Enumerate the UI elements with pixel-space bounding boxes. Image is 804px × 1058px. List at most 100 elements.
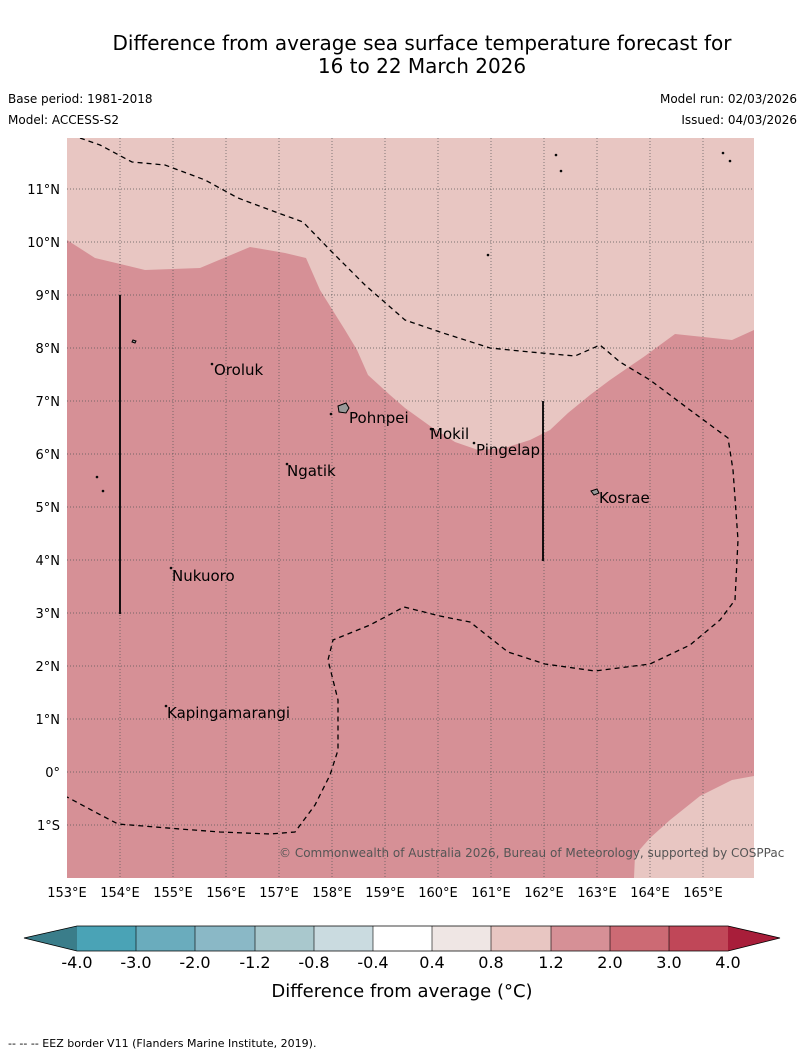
place-label: Ngatik	[287, 462, 336, 480]
lon-tick-label: 158°E	[312, 886, 352, 901]
lon-tick-label: 157°E	[259, 886, 299, 901]
colorbar-extend-low	[24, 926, 77, 951]
colorbar-tick-label: -2.0	[179, 953, 210, 972]
lon-tick-label: 156°E	[206, 886, 246, 901]
place-label: Oroluk	[214, 361, 263, 379]
colorbar-segment	[669, 926, 728, 951]
place-labels: Oroluk Pohnpei Mokil Pingelap Ngatik Kos…	[167, 361, 650, 722]
pohnpei-island-icon	[337, 402, 350, 414]
copyright-note: © Commonwealth of Australia 2026, Bureau…	[279, 846, 784, 860]
islet-icon	[721, 151, 725, 155]
lat-tick-label: 10°N	[27, 236, 60, 251]
lat-tick-label: 8°N	[36, 342, 61, 357]
lat-tick-label: 11°N	[27, 183, 60, 198]
colorbar-tick-labels: -4.0 -3.0 -2.0 -1.2 -0.8 -0.4 0.4 0.8 1.…	[61, 953, 740, 972]
place-label: Nukuoro	[172, 567, 235, 585]
model-run: Model run: 02/03/2026	[659, 92, 797, 106]
colorbar-segment	[610, 926, 669, 951]
colorbar-tick-label: 0.8	[478, 953, 503, 972]
chart-title: Difference from average sea surface temp…	[40, 32, 804, 78]
eez-footnote: -- -- -- EEZ border V11 (Flanders Marine…	[8, 1037, 316, 1050]
map-gridlines	[67, 138, 754, 878]
lat-tick-label: 2°N	[36, 660, 61, 675]
lon-tick-label: 159°E	[365, 886, 405, 901]
colorbar-tick-label: -4.0	[61, 953, 92, 972]
kosrae-island-icon	[590, 488, 600, 496]
kapinga-islet-icon	[164, 704, 168, 708]
lat-tick-label: 5°N	[36, 501, 61, 516]
colorbar-segment	[432, 926, 491, 951]
ant-islet-icon	[329, 412, 333, 416]
place-label: Kosrae	[599, 489, 650, 507]
lat-tick-label: 9°N	[36, 289, 61, 304]
colorbar-extend-high	[728, 926, 780, 951]
zone-0-8-to-1-2-southeast	[634, 776, 754, 878]
colorbar-tick-label: -0.8	[298, 953, 329, 972]
base-period: Base period: 1981-2018	[8, 92, 153, 106]
lat-tick-label: 1°S	[37, 819, 60, 834]
lat-tick-labels: 11°N 10°N 9°N 8°N 7°N 6°N 5°N 4°N 3°N 2°…	[27, 183, 60, 834]
lat-tick-label: 0°	[45, 766, 60, 781]
colorbar-segment	[255, 926, 314, 951]
place-label: Pingelap	[476, 441, 540, 459]
colorbar-segment	[314, 926, 373, 951]
lat-tick-label: 3°N	[36, 607, 61, 622]
issued-date: Issued: 04/03/2026	[681, 113, 797, 127]
colorbar-tick-label: -1.2	[239, 953, 270, 972]
ngatik-islet-icon	[285, 462, 289, 466]
islet-icon	[486, 253, 490, 257]
lon-tick-label: 164°E	[630, 886, 670, 901]
lon-tick-label: 161°E	[471, 886, 511, 901]
colorbar-tick-label: 1.2	[538, 953, 563, 972]
colorbar-segment	[373, 926, 432, 951]
colorbar	[23, 925, 781, 952]
pingelap-islet-icon	[472, 441, 476, 445]
islet-icon	[728, 159, 732, 163]
oroluk-islet-icon	[210, 362, 214, 366]
eez-border	[67, 138, 739, 835]
islet-icon	[559, 169, 563, 173]
colorbar-title: Difference from average (°C)	[271, 981, 532, 1002]
lon-tick-label: 155°E	[153, 886, 193, 901]
colorbar-tick-label: -0.4	[357, 953, 388, 972]
colorbar-segment	[491, 926, 551, 951]
colorbar-tick-label: 3.0	[656, 953, 681, 972]
colorbar-segment	[77, 926, 136, 951]
lon-tick-labels: 153°E 154°E 155°E 156°E 157°E 158°E 159°…	[47, 886, 723, 901]
lat-tick-label: 7°N	[36, 395, 61, 410]
lon-tick-label: 154°E	[100, 886, 140, 901]
colorbar-segment	[195, 926, 255, 951]
nukuoro-islet-icon	[169, 566, 173, 570]
colorbar-segment	[136, 926, 195, 951]
place-label: Mokil	[430, 425, 469, 443]
islands	[95, 151, 732, 708]
islet-icon	[95, 475, 99, 479]
lon-tick-label: 162°E	[524, 886, 564, 901]
colorbar-segment	[551, 926, 610, 951]
colorbar-dividers	[135, 926, 670, 951]
place-label: Kapingamarangi	[167, 704, 290, 722]
colorbar-tick-label: 4.0	[715, 953, 740, 972]
colorbar-outline	[23, 925, 781, 952]
title-line-2: 16 to 22 March 2026	[317, 54, 527, 78]
model-name: Model: ACCESS-S2	[8, 113, 120, 127]
lon-tick-label: 163°E	[577, 886, 617, 901]
sst-map: Oroluk Pohnpei Mokil Pingelap Ngatik Kos…	[67, 138, 754, 878]
islet-icon	[101, 489, 105, 493]
colorbar-tick-label: -3.0	[120, 953, 151, 972]
islet-icon	[131, 339, 137, 344]
zone-0-8-to-1-2-north	[67, 138, 754, 450]
islet-icon	[554, 153, 558, 157]
lat-tick-label: 4°N	[36, 554, 61, 569]
lat-tick-label: 1°N	[36, 713, 61, 728]
mokil-islet-icon	[429, 427, 433, 431]
colorbar-tick-label: 0.4	[419, 953, 444, 972]
colorbar-tick-label: 2.0	[597, 953, 622, 972]
lat-tick-label: 6°N	[36, 448, 61, 463]
lon-tick-label: 153°E	[47, 886, 87, 901]
lon-tick-label: 165°E	[683, 886, 723, 901]
lon-tick-label: 160°E	[418, 886, 458, 901]
title-line-1: Difference from average sea surface temp…	[112, 31, 732, 55]
place-label: Pohnpei	[349, 409, 409, 427]
